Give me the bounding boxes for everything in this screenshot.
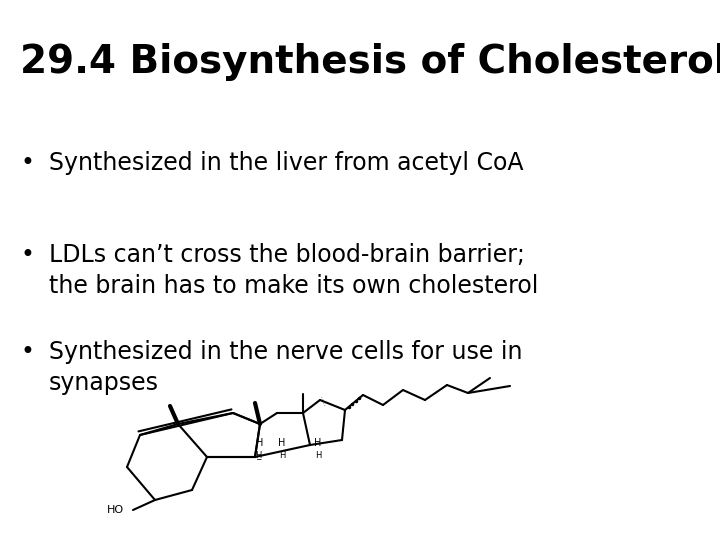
- Text: •: •: [20, 340, 34, 364]
- Text: Synthesized in the nerve cells for use in
synapses: Synthesized in the nerve cells for use i…: [49, 340, 523, 395]
- Text: Synthesized in the liver from acetyl CoA: Synthesized in the liver from acetyl CoA: [49, 151, 523, 175]
- Text: H: H: [279, 450, 285, 460]
- Text: .: .: [323, 402, 325, 408]
- Text: •: •: [20, 243, 34, 267]
- Text: .: .: [320, 394, 322, 399]
- Text: .: .: [321, 396, 323, 402]
- Text: HO: HO: [107, 505, 125, 515]
- Text: H: H: [279, 438, 286, 448]
- Text: 29.4 Biosynthesis of Cholesterol: 29.4 Biosynthesis of Cholesterol: [20, 43, 720, 81]
- Text: H: H: [256, 438, 264, 448]
- Text: •: •: [20, 151, 34, 175]
- Text: H: H: [315, 438, 322, 448]
- Text: H̲: H̲: [255, 450, 261, 460]
- Text: LDLs can’t cross the blood-brain barrier;
the brain has to make its own choleste: LDLs can’t cross the blood-brain barrier…: [49, 243, 539, 298]
- Text: .: .: [322, 400, 324, 404]
- Text: H: H: [315, 450, 321, 460]
